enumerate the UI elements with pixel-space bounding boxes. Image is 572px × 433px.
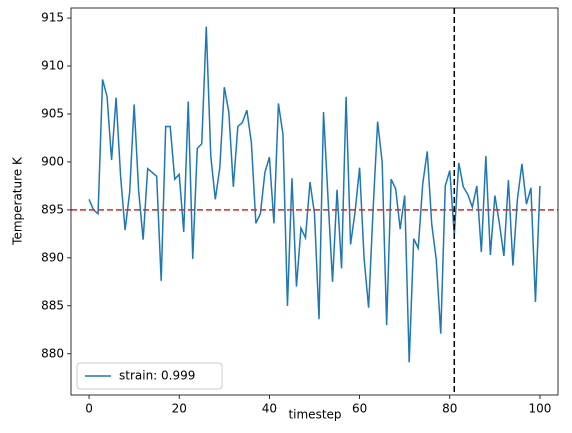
x-tick-label: 80 bbox=[442, 402, 457, 416]
legend-label: strain: 0.999 bbox=[119, 369, 195, 383]
legend: strain: 0.999 bbox=[76, 362, 223, 390]
y-tick-label: 885 bbox=[41, 298, 64, 312]
y-tick-label: 910 bbox=[41, 59, 64, 73]
x-tick-label: 100 bbox=[529, 402, 552, 416]
y-tick-label: 900 bbox=[41, 154, 64, 168]
y-tick-label: 890 bbox=[41, 250, 64, 264]
y-tick-label: 905 bbox=[41, 106, 64, 120]
plot-frame bbox=[70, 7, 559, 396]
x-tick-label: 0 bbox=[85, 402, 93, 416]
x-tick-label: 40 bbox=[262, 402, 277, 416]
y-axis-label: Temperature K bbox=[11, 156, 25, 246]
x-tick-label: 60 bbox=[352, 402, 367, 416]
legend-box bbox=[76, 362, 223, 390]
y-tick-label: 915 bbox=[41, 11, 64, 25]
y-tick-label: 895 bbox=[41, 202, 64, 216]
data-line bbox=[88, 26, 541, 363]
x-axis-label: timestep bbox=[288, 408, 341, 422]
y-tick-label: 880 bbox=[41, 346, 64, 360]
x-tick-label: 20 bbox=[172, 402, 187, 416]
